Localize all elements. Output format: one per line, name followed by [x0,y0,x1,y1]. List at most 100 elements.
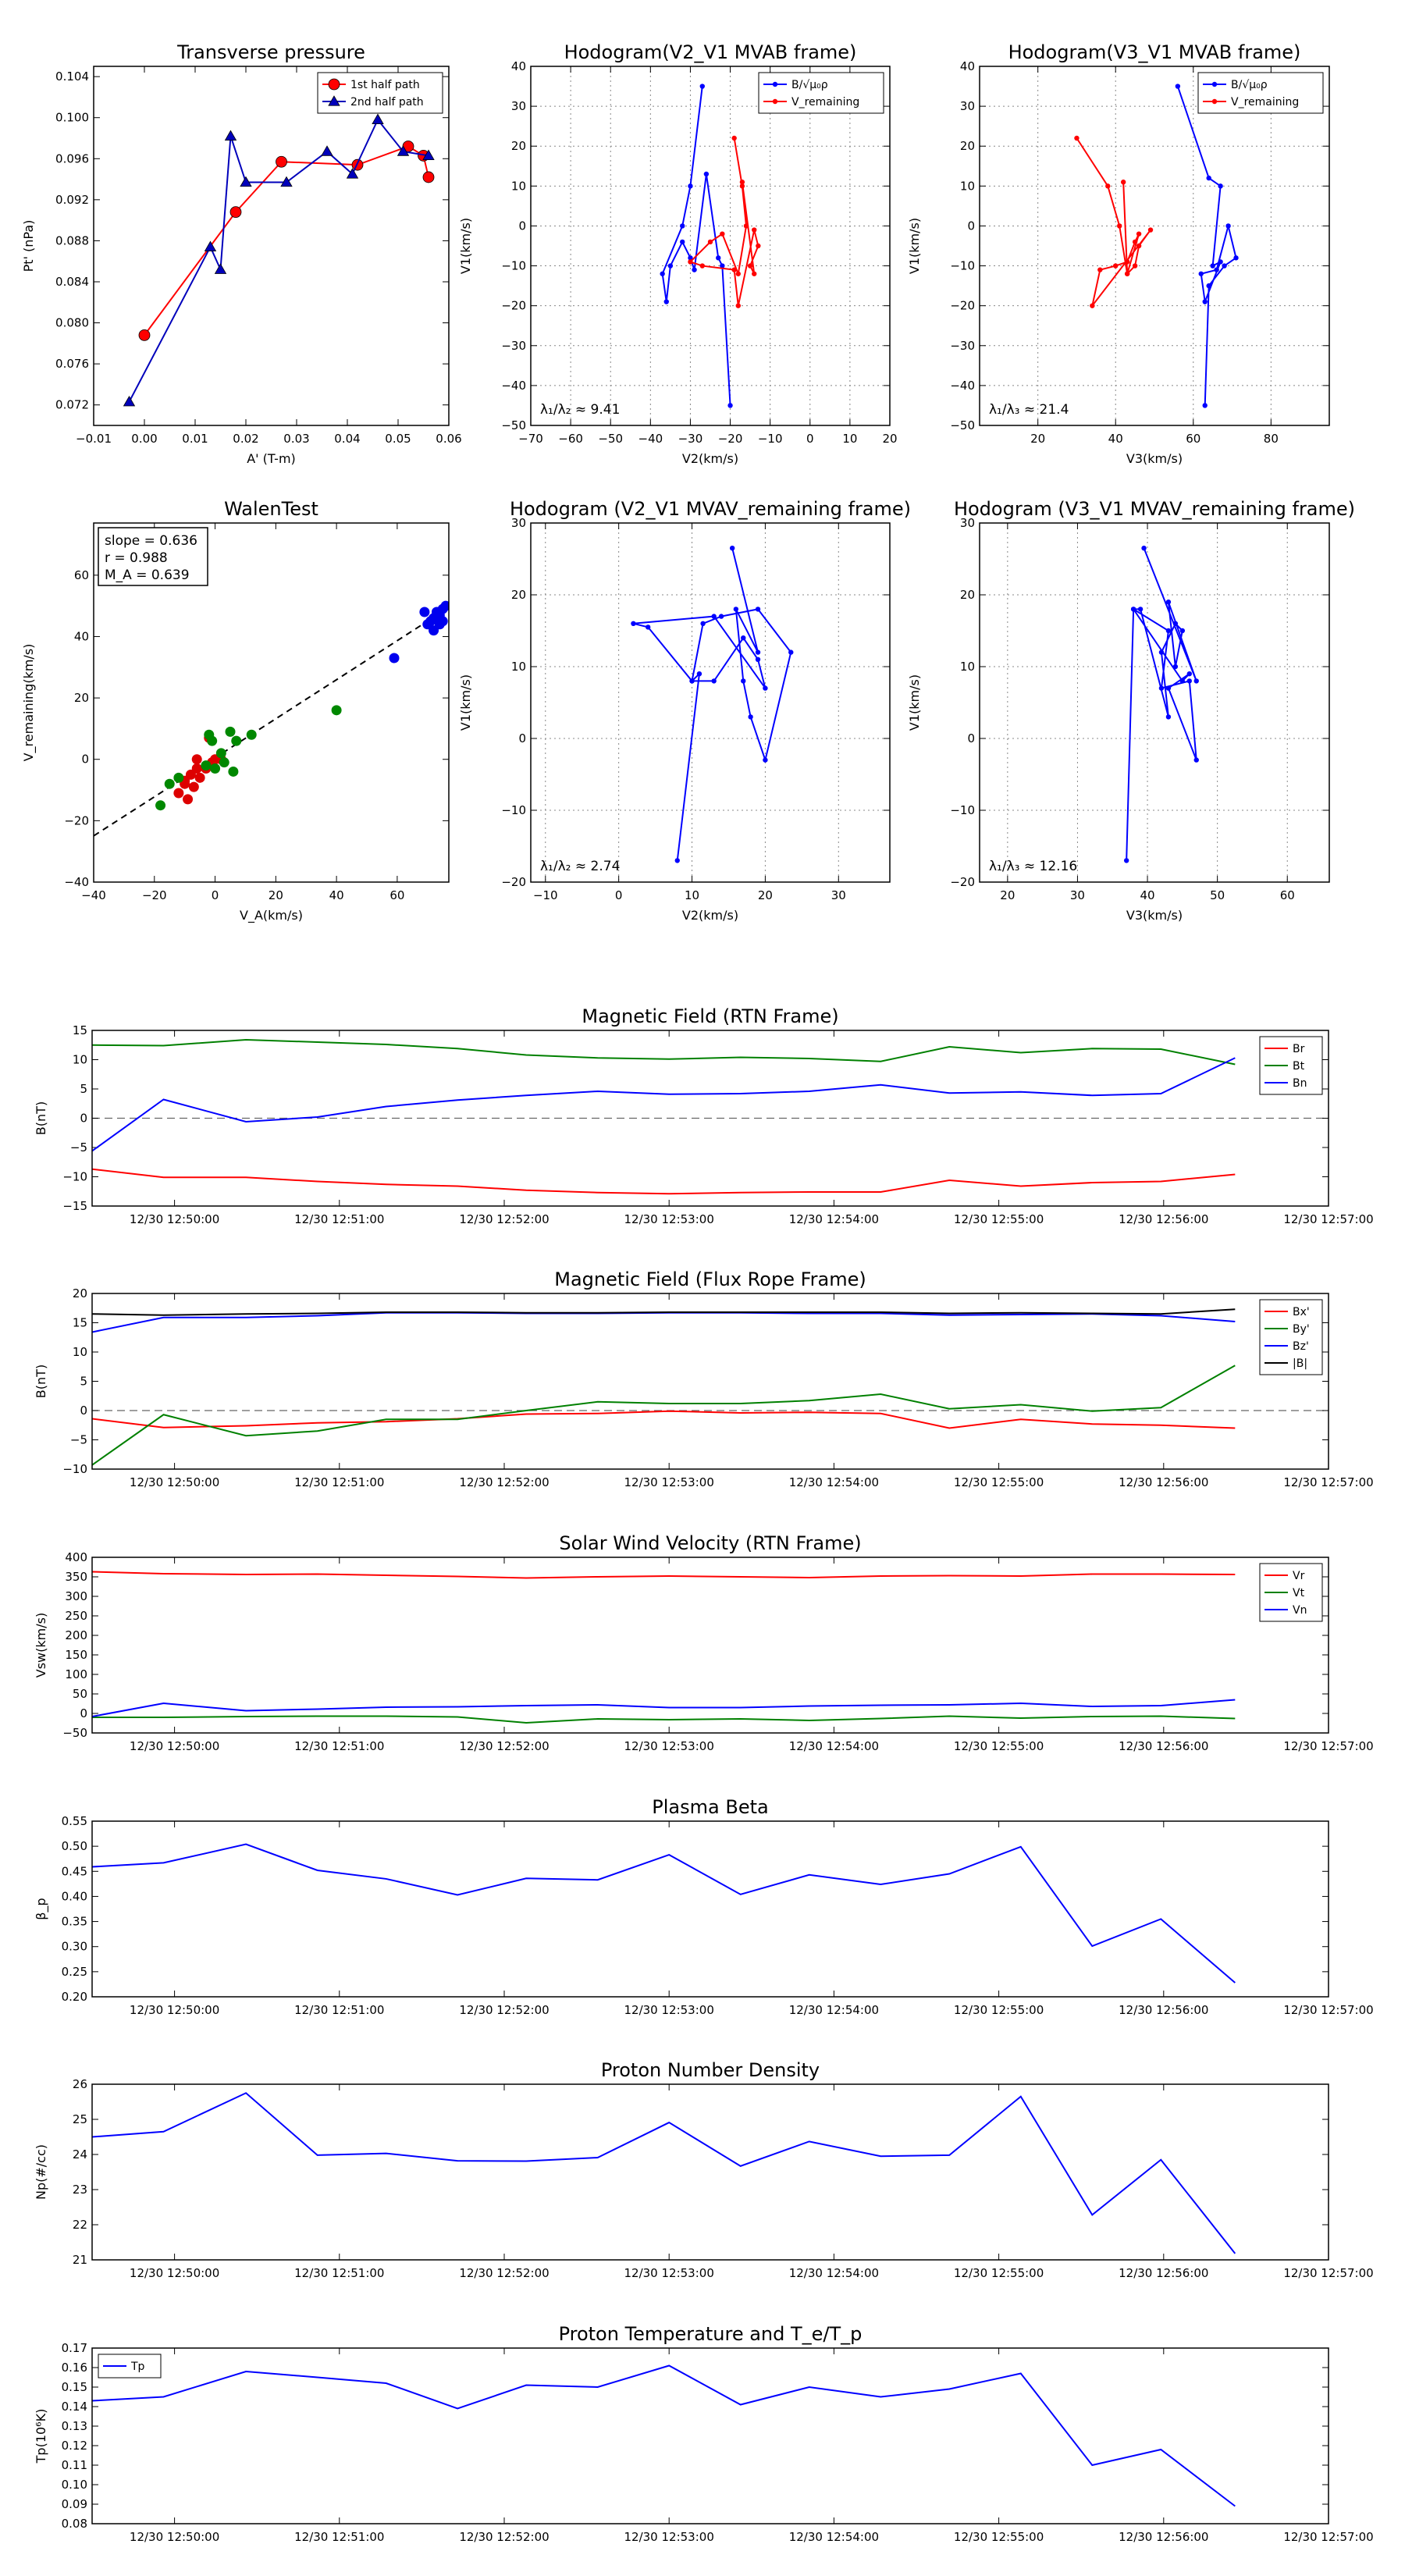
data-point [731,267,737,272]
x-tick-label: 20 [269,888,283,902]
y-tick-label: −40 [64,875,89,889]
chart-h2: Hodogram(V2_V1 MVAB frame) −70 −60 −50 −40 −3… [458,41,898,466]
x-tick-label: 12/30 12:52:00 [459,1739,549,1753]
data-point [1206,283,1211,289]
fit-line [94,607,449,837]
data-point [191,754,202,765]
data-point [689,678,695,684]
plot-area [92,1038,1236,1195]
data-point [727,403,733,408]
data-point [1124,259,1130,265]
data-point [173,772,184,783]
x-tick-label: −50 [598,432,623,446]
x-tick-label: 12/30 12:55:00 [954,2530,1044,2544]
y-axis-label: B(nT) [34,1364,48,1398]
x-tick-label: −20 [142,888,167,902]
plot-area [92,1308,1236,1466]
x-tick-label: 12/30 12:57:00 [1283,1739,1373,1753]
data-point [138,329,151,341]
data-point [194,772,205,783]
chart-walen: WalenTest −40 −20 0 20 40 60 −40 −20 0 20 40 60 V_A(k… [21,498,450,923]
y-tick-label: 0 [967,731,975,745]
data-point [1186,678,1193,684]
y-tick-label: 0.080 [55,316,89,330]
y-tick-label: 5 [80,1082,87,1096]
data-point [422,149,435,160]
y-tick-label: −20 [64,813,89,827]
x-tick-label: 0.05 [385,432,411,446]
x-tick-label: 40 [329,888,344,902]
data-point [1132,239,1138,245]
y-tick-label: 15 [73,1023,87,1037]
data-point [1136,243,1142,249]
x-tick-label: 40 [1140,888,1154,902]
data-point [1218,259,1223,265]
plot-area [94,600,449,837]
y-tick-label: 20 [74,691,89,705]
y-tick-label: 10 [73,1345,87,1359]
chart-h3: Hodogram(V3_V1 MVAB frame) 20 40 60 80 −50 −40… [907,41,1330,466]
y-tick-label: 0.12 [62,2439,87,2453]
x-tick-label: 50 [1210,888,1225,902]
x-tick-label: 12/30 12:53:00 [624,2266,714,2280]
series-line [92,1364,1236,1466]
y-tick-label: 0 [518,731,526,745]
y-tick-label: 10 [511,179,526,193]
y-tick-label: 0.40 [62,1889,87,1903]
y-tick-label: 20 [511,588,526,602]
y-tick-label: 30 [960,99,975,113]
y-tick-label: −10 [501,803,526,817]
x-axis-label: V3(km/s) [1126,908,1183,923]
x-tick-label: 12/30 12:50:00 [130,2266,219,2280]
data-point [1074,135,1080,141]
x-tick-label: 20 [882,432,897,446]
ratio-annotation: λ₁/λ₃ ≈ 21.4 [989,402,1069,418]
x-tick-label: −60 [558,432,583,446]
data-point [743,223,749,229]
plot-area [92,2364,1236,2507]
x-tick-label: 12/30 12:57:00 [1283,2530,1373,2544]
chart-b_rtn: Magnetic Field (RTN Frame) 12/30 12:50:00… [34,1005,1374,1226]
legend-label: 1st half path [350,79,420,91]
y-tick-label: −20 [501,875,526,889]
x-tick-label: 0.01 [182,432,208,446]
data-point [225,726,236,737]
legend-box [1197,72,1324,114]
series-line [661,86,731,406]
x-tick-label: 12/30 12:51:00 [294,2266,384,2280]
plot-frame [91,2347,1329,2524]
x-tick-label: 0.03 [283,432,309,446]
data-point [1158,685,1165,691]
legend-label: |B| [1293,1357,1307,1370]
legend-marker [772,81,778,87]
y-axis-label: V_remaining(km/s) [21,644,37,762]
y-tick-label: 0.55 [62,1814,87,1828]
x-tick-label: 12/30 12:51:00 [294,2530,384,2544]
x-tick-label: 12/30 12:56:00 [1119,2530,1208,2544]
y-tick-label: 10 [960,179,975,193]
data-point [331,705,342,716]
x-tick-label: 12/30 12:52:00 [459,1212,549,1226]
plot-frame [91,1030,1329,1207]
y-tick-label: −40 [950,379,975,393]
data-point [214,263,227,274]
y-tick-label: −5 [70,1433,87,1447]
y-tick-label: −15 [62,1199,87,1213]
data-point [788,649,794,655]
data-point [207,735,218,746]
data-point [321,145,333,156]
x-tick-label: 12/30 12:52:00 [459,2530,549,2544]
x-tick-label: 12/30 12:51:00 [294,2003,384,2017]
x-tick-label: 12/30 12:52:00 [459,1475,549,1489]
y-tick-label: 20 [960,139,975,153]
plot-frame [530,522,891,883]
y-tick-label: 0 [80,1706,87,1720]
data-point [173,788,184,799]
data-point [688,183,693,189]
y-tick-label: 0.072 [55,398,89,412]
stats-frame [98,527,208,586]
series-line [92,1571,1236,1579]
data-point [1179,678,1186,684]
y-tick-label: 5 [80,1375,87,1389]
